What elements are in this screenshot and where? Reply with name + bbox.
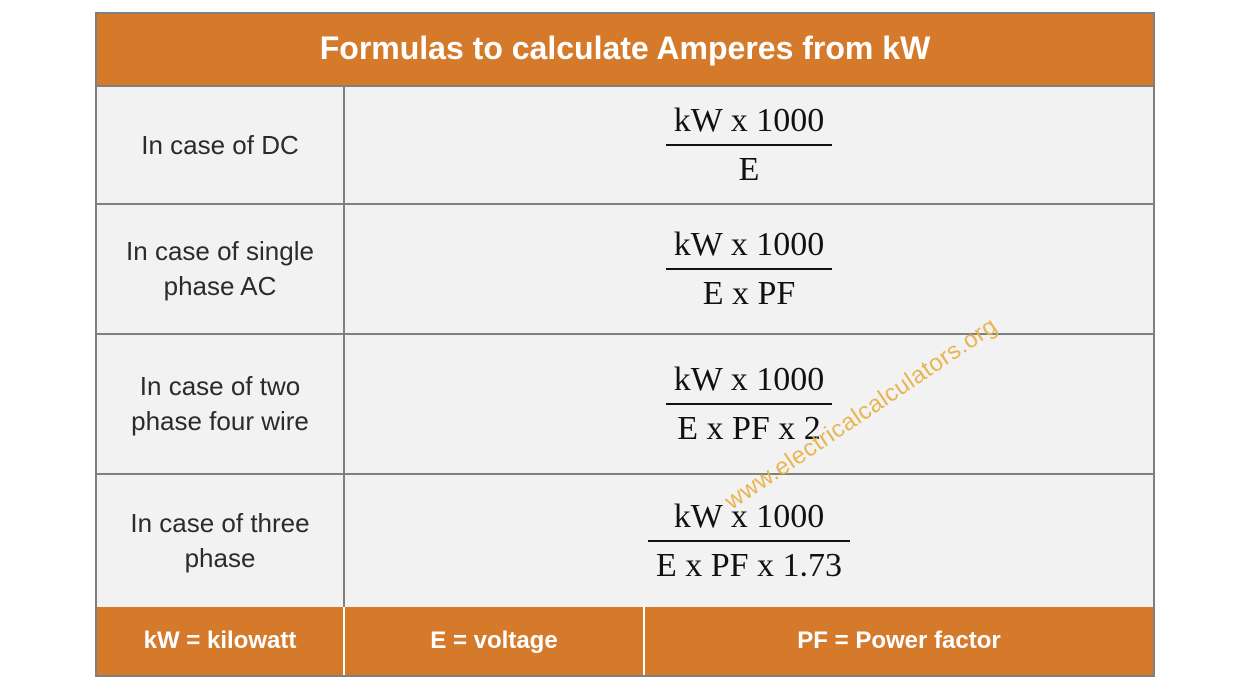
- table-title: Formulas to calculate Amperes from kW: [97, 14, 1153, 87]
- fraction-bar: [666, 268, 832, 270]
- fraction: kW x 1000 E x PF: [666, 225, 832, 313]
- legend-row: kW = kilowatt E = voltage PF = Power fac…: [97, 607, 1153, 675]
- fraction-bar: [648, 540, 850, 542]
- table-row: In case of three phase kW x 1000 E x PF …: [97, 475, 1153, 607]
- denominator: E x PF x 1.73: [648, 544, 850, 585]
- fraction: kW x 1000 E x PF x 2: [666, 360, 832, 448]
- table-row: In case of DC kW x 1000 E: [97, 87, 1153, 205]
- table-row: In case of two phase four wire kW x 1000…: [97, 335, 1153, 475]
- legend-e: E = voltage: [345, 607, 645, 675]
- denominator: E: [731, 148, 768, 189]
- legend-pf: PF = Power factor: [645, 607, 1153, 675]
- formula-table: Formulas to calculate Amperes from kW In…: [95, 12, 1155, 677]
- numerator: kW x 1000: [666, 360, 832, 401]
- row-label: In case of single phase AC: [97, 205, 345, 333]
- table-row: In case of single phase AC kW x 1000 E x…: [97, 205, 1153, 335]
- legend-kw: kW = kilowatt: [97, 607, 345, 675]
- denominator: E x PF x 2: [669, 407, 829, 448]
- fraction: kW x 1000 E: [666, 101, 832, 189]
- row-formula: kW x 1000 E x PF x 1.73: [345, 475, 1153, 607]
- numerator: kW x 1000: [666, 497, 832, 538]
- fraction-bar: [666, 403, 832, 405]
- row-formula: kW x 1000 E x PF x 2: [345, 335, 1153, 473]
- numerator: kW x 1000: [666, 101, 832, 142]
- row-label: In case of two phase four wire: [97, 335, 345, 473]
- numerator: kW x 1000: [666, 225, 832, 266]
- row-formula: kW x 1000 E x PF: [345, 205, 1153, 333]
- row-label: In case of DC: [97, 87, 345, 203]
- row-label: In case of three phase: [97, 475, 345, 607]
- row-formula: kW x 1000 E: [345, 87, 1153, 203]
- fraction: kW x 1000 E x PF x 1.73: [648, 497, 850, 585]
- denominator: E x PF: [695, 272, 804, 313]
- fraction-bar: [666, 144, 832, 146]
